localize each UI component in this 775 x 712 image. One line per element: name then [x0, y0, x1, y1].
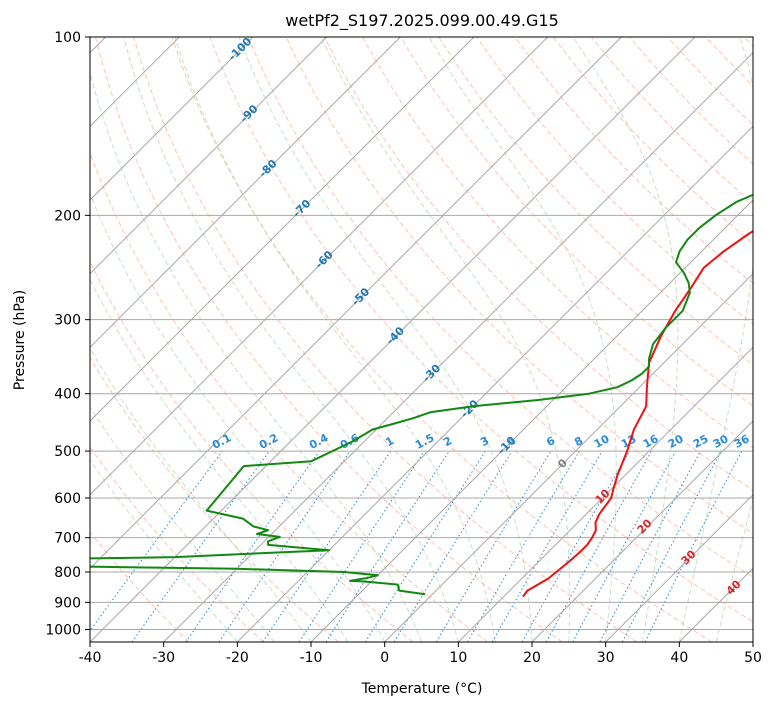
chart-title: wetPf2_S197.2025.099.00.49.G15 [285, 11, 559, 31]
x-axis-label: Temperature (°C) [361, 681, 483, 697]
x-tick-label: 30 [597, 650, 615, 666]
y-tick-label: 700 [54, 531, 81, 547]
y-tick-label: 500 [54, 444, 81, 460]
y-axis-label: Pressure (hPa) [12, 290, 28, 390]
y-tick-label: 600 [54, 491, 81, 507]
x-tick-label: 20 [523, 650, 541, 666]
x-tick-label: 10 [449, 650, 467, 666]
y-tick-label: 300 [54, 313, 81, 329]
y-tick-label: 200 [54, 208, 81, 224]
y-tick-label: 400 [54, 387, 81, 403]
x-tick-label: -40 [79, 650, 102, 666]
x-tick-label: 50 [744, 650, 762, 666]
x-tick-label: 0 [380, 650, 389, 666]
x-tick-label: -10 [300, 650, 323, 666]
y-tick-label: 800 [54, 565, 81, 581]
y-tick-label: 900 [54, 595, 81, 611]
x-tick-label: 40 [670, 650, 688, 666]
x-tick-label: -30 [152, 650, 175, 666]
y-tick-label: 100 [54, 30, 81, 46]
y-tick-label: 1000 [45, 622, 81, 638]
x-tick-label: -20 [226, 650, 249, 666]
